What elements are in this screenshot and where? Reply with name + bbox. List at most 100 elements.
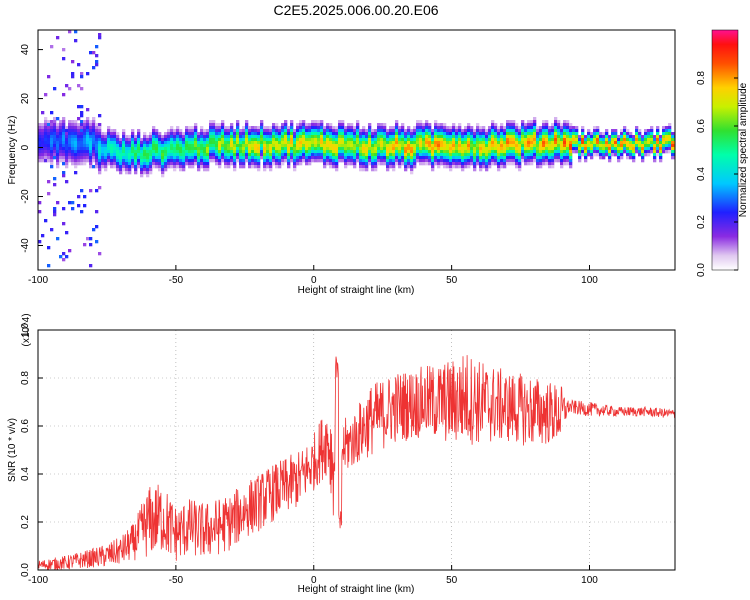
heatmap-cell [332,126,336,130]
heatmap-cell [272,126,276,130]
heatmap-cell [407,144,411,148]
heatmap-cell [65,84,69,88]
heatmap-cell [521,147,525,151]
heatmap-cell [536,147,540,151]
heatmap-cell [542,123,546,127]
heatmap-cell [623,129,627,133]
heatmap-cell [56,36,60,40]
heatmap-cell [212,159,216,163]
heatmap-cell [230,147,234,151]
heatmap-cell [164,156,168,160]
heatmap-cell [431,135,435,139]
heatmap-cell [623,141,627,145]
heatmap-cell [215,156,219,160]
heatmap-cell [74,138,78,142]
heatmap-cell [623,126,627,130]
heatmap-cell [191,141,195,145]
heatmap-cell [230,156,234,160]
heatmap-cell [572,144,576,148]
heatmap-cell [443,141,447,145]
heatmap-cell [506,162,510,166]
heatmap-cell [665,132,669,136]
heatmap-cell [497,153,501,157]
heatmap-cell [53,144,57,148]
heatmap-cell [314,150,318,154]
heatmap-cell [77,117,81,121]
heatmap-cell [365,135,369,139]
heatmap-cell [635,129,639,133]
heatmap-cell [521,126,525,130]
heatmap-cell [62,123,66,127]
heatmap-cell [140,159,144,163]
y-tick-label: 0 [20,144,31,150]
heatmap-cell [287,156,291,160]
heatmap-cell [197,141,201,145]
heatmap-cell [50,147,54,151]
heatmap-cell [110,156,114,160]
heatmap-cell [491,150,495,154]
heatmap-cell [569,156,573,160]
heatmap-cell [206,153,210,157]
heatmap-cell [473,150,477,154]
heatmap-cell [488,138,492,142]
heatmap-cell [434,123,438,127]
heatmap-cell [359,153,363,157]
heatmap-cell [47,180,51,184]
heatmap-cell [182,159,186,163]
heatmap-cell [467,150,471,154]
heatmap-cell [410,129,414,133]
heatmap-cell [293,156,297,160]
heatmap-cell [296,147,300,151]
heatmap-cell [83,120,87,124]
heatmap-cell [386,150,390,154]
heatmap-cell [50,156,54,160]
heatmap-cell [473,141,477,145]
heatmap-cell [575,144,579,148]
heatmap-cell [497,138,501,142]
heatmap-cell [521,123,525,127]
heatmap-cell [557,153,561,157]
heatmap-cell [263,138,267,142]
heatmap-cell [593,132,597,136]
heatmap-cell [341,144,345,148]
heatmap-cell [335,132,339,136]
heatmap-cell [122,144,126,148]
heatmap-cell [173,144,177,148]
heatmap-cell [95,63,99,67]
heatmap-cell [119,156,123,160]
heatmap-cell [638,135,642,139]
heatmap-cell [353,147,357,151]
heatmap-cell [404,147,408,151]
heatmap-cell [278,132,282,136]
heatmap-cell [173,168,177,172]
heatmap-cell [161,174,165,178]
heatmap-cell [422,123,426,127]
heatmap-cell [494,138,498,142]
heatmap-cell [437,135,441,139]
heatmap-cell [371,129,375,133]
heatmap-cell [89,159,93,163]
heatmap-cell [497,165,501,169]
heatmap-cell [443,162,447,166]
heatmap-cell [203,138,207,142]
heatmap-cell [113,165,117,169]
heatmap-cell [170,150,174,154]
heatmap-cell [338,129,342,133]
heatmap-cell [98,162,102,166]
heatmap-cell [113,141,117,145]
heatmap-cell [188,132,192,136]
heatmap-cell [335,168,339,172]
heatmap-cell [308,129,312,133]
heatmap-cell [668,135,672,139]
heatmap-cell [368,150,372,154]
heatmap-cell [359,168,363,172]
heatmap-cell [278,141,282,145]
heatmap-cell [587,135,591,139]
heatmap-cell [542,144,546,148]
heatmap-cell [632,153,636,157]
heatmap-cell [146,162,150,166]
heatmap-cell [500,141,504,145]
heatmap-cell [593,144,597,148]
heatmap-cell [155,132,159,136]
heatmap-cell [245,147,249,151]
